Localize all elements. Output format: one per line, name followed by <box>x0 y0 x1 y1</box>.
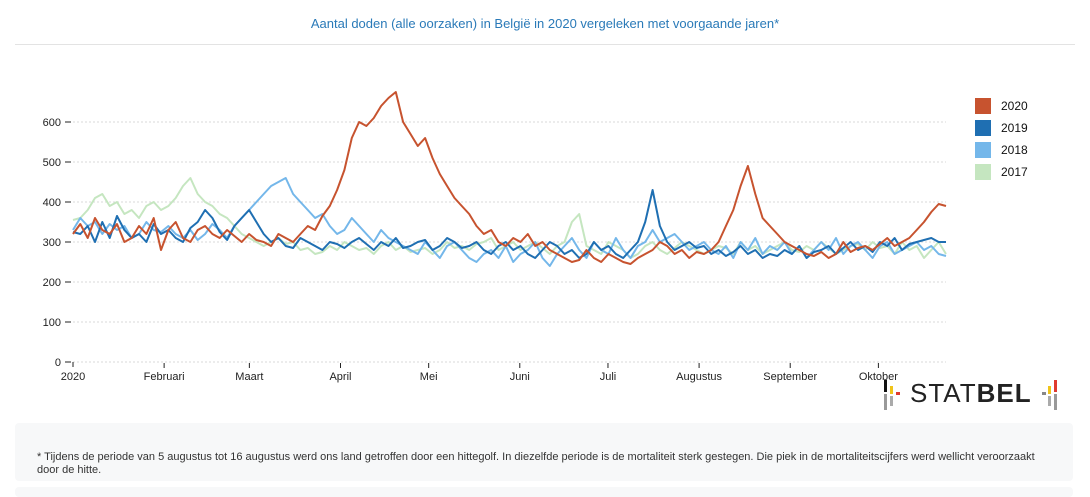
x-tick-label: September <box>763 371 817 383</box>
y-tick-label: 400 <box>43 197 61 209</box>
y-axis: 0 100 200 300 400 500 600 <box>43 117 71 369</box>
y-tick-label: 500 <box>43 157 61 169</box>
logo-text-light: STAT <box>910 378 977 408</box>
series-line-2018 <box>72 177 947 267</box>
logo-text: STATBEL <box>910 378 1032 409</box>
series-line-2020 <box>72 91 947 265</box>
footnote-text: * Tijdens de periode van 5 augustus tot … <box>37 451 1035 476</box>
x-tick-label: Juli <box>600 371 617 383</box>
footnote-panel: * Tijdens de periode van 5 augustus tot … <box>15 423 1073 481</box>
legend-swatch <box>975 164 991 180</box>
legend-label: 2018 <box>1001 143 1028 157</box>
y-tick-label: 600 <box>43 117 61 129</box>
series-line-2019 <box>72 189 946 259</box>
legend: 2020 2019 2018 2017 <box>975 95 1028 183</box>
legend-label: 2019 <box>1001 121 1028 135</box>
legend-item-2019[interactable]: 2019 <box>975 117 1028 139</box>
x-tick-label: Oktober <box>859 371 898 383</box>
y-tick-label: 300 <box>43 237 61 249</box>
x-tick-label: Februari <box>144 371 185 383</box>
x-tick-label: April <box>329 371 351 383</box>
legend-swatch <box>975 142 991 158</box>
y-tick-label: 0 <box>55 357 61 369</box>
x-tick-label: Juni <box>510 371 530 383</box>
x-tick-label: 2020 <box>61 371 85 383</box>
x-tick-label: Augustus <box>676 371 722 383</box>
footer-panel <box>15 487 1073 497</box>
y-tick-label: 200 <box>43 277 61 289</box>
y-tick-label: 100 <box>43 317 61 329</box>
line-chart: 0 100 200 300 400 500 600 2020 Februari Maart Apr… <box>43 91 947 383</box>
x-axis: 2020 Februari Maart April Mei Juni Juli Augustu… <box>61 362 898 383</box>
x-tick-label: Maart <box>235 371 263 383</box>
legend-item-2020[interactable]: 2020 <box>975 95 1028 117</box>
logo-bars-icon <box>884 380 1057 410</box>
legend-swatch <box>975 98 991 114</box>
legend-item-2017[interactable]: 2017 <box>975 161 1028 183</box>
legend-swatch <box>975 120 991 136</box>
x-tick-label: Mei <box>420 371 438 383</box>
legend-item-2018[interactable]: 2018 <box>975 139 1028 161</box>
logo-text-bold: BEL <box>976 378 1032 408</box>
title-divider <box>15 44 1075 45</box>
chart-title: Aantal doden (alle oorzaken) in België i… <box>310 16 780 31</box>
statbel-logo: STATBEL <box>882 376 1067 416</box>
legend-label: 2020 <box>1001 99 1028 113</box>
series-lines <box>72 91 947 267</box>
legend-label: 2017 <box>1001 165 1028 179</box>
